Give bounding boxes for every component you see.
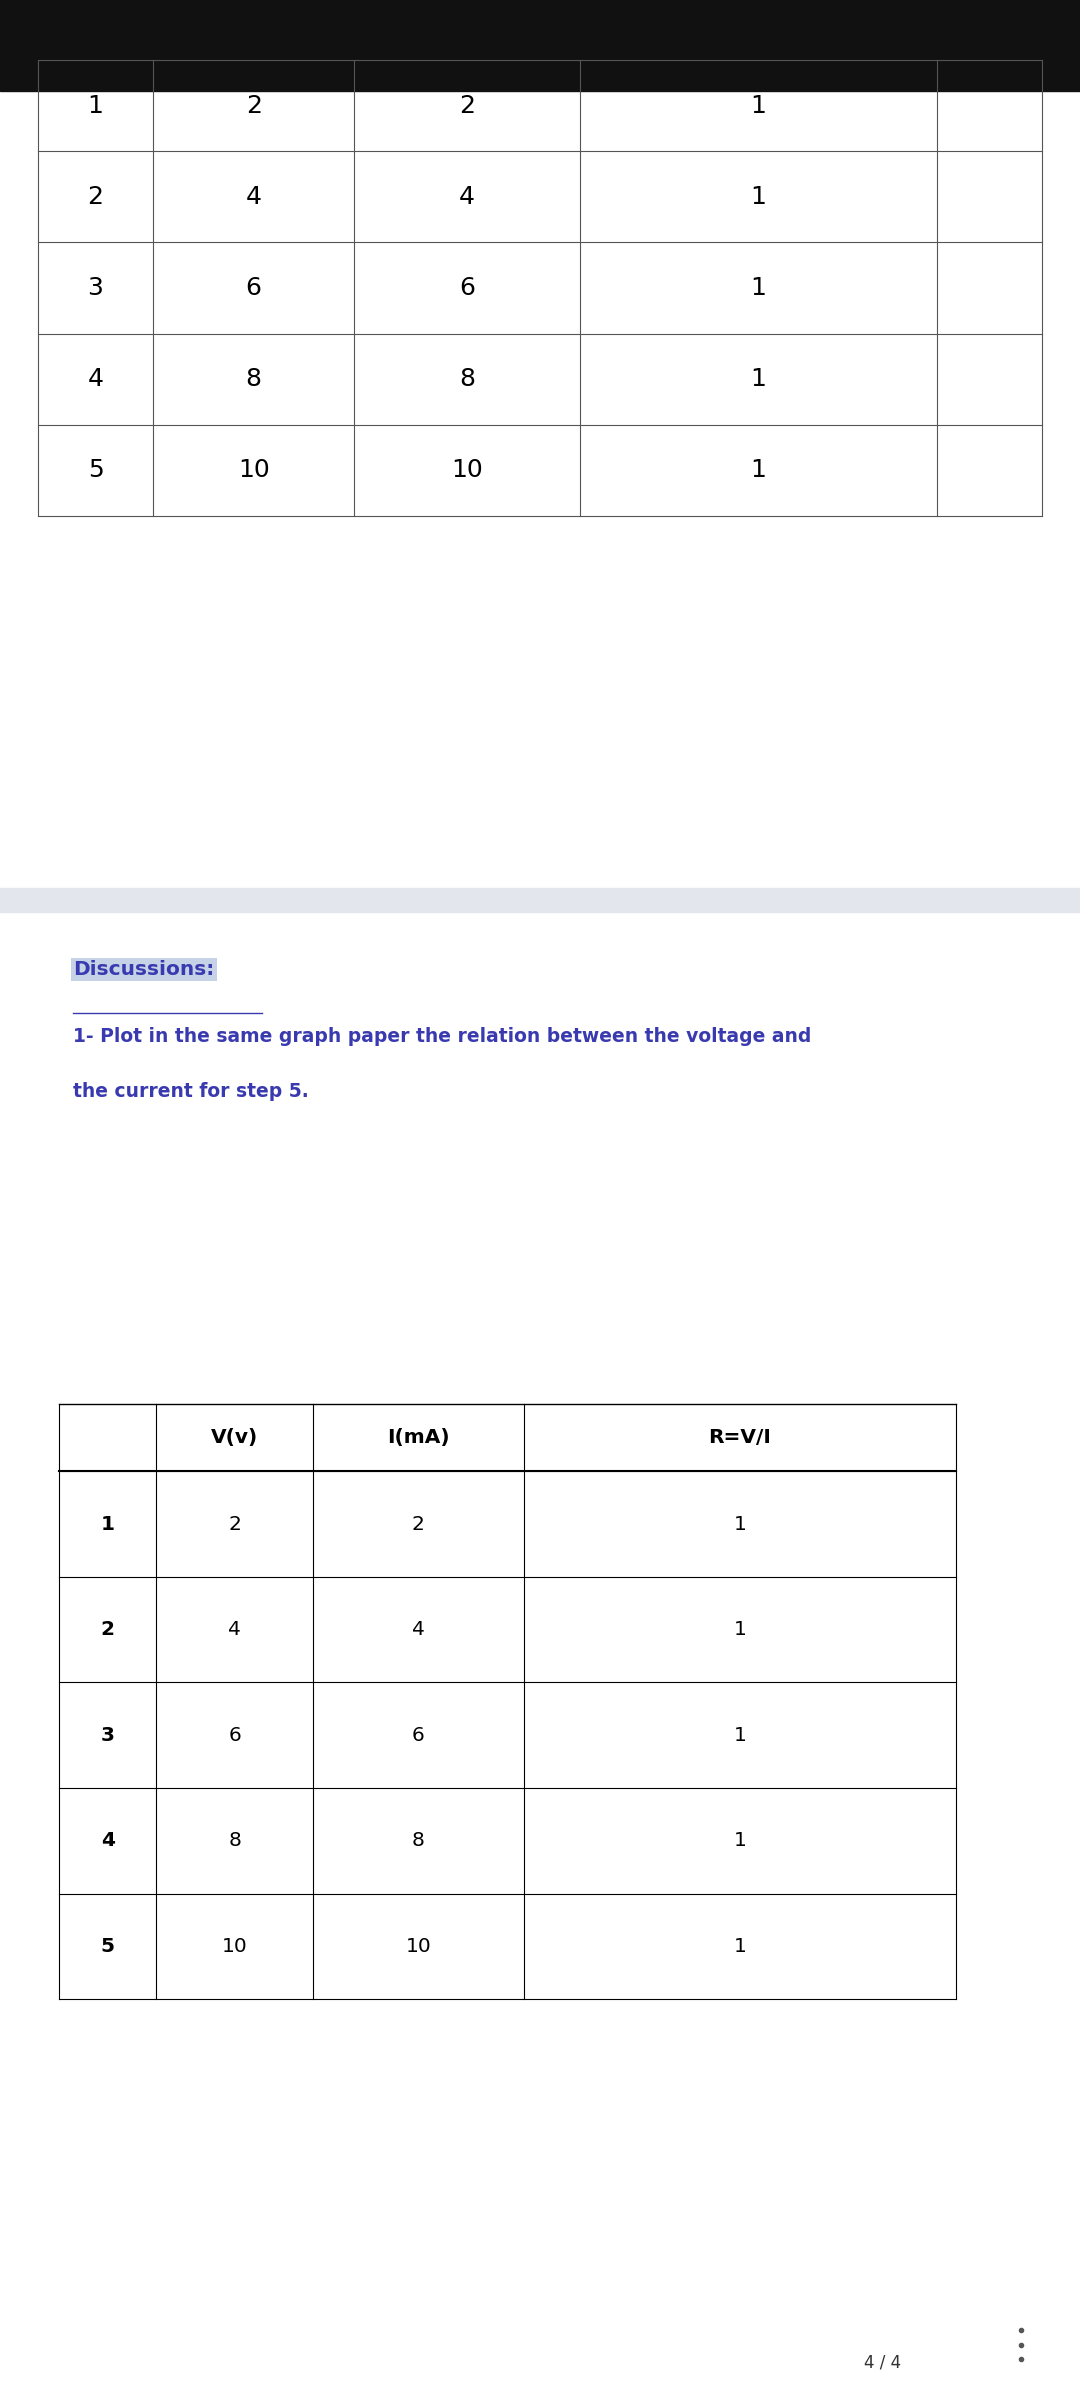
Text: 5: 5 [87,458,104,482]
Text: 6: 6 [413,1726,424,1745]
Text: 4: 4 [459,185,475,209]
Bar [0,888,1080,912]
Text: 4: 4 [246,185,261,209]
Text: 3: 3 [100,1726,114,1745]
Text: the current for step 5.: the current for step 5. [73,1082,309,1102]
Text: 1: 1 [733,1620,746,1639]
Text: 8: 8 [411,1831,424,1850]
Bar [0,0,1080,91]
Text: 1: 1 [751,94,767,118]
Text: 8: 8 [246,367,261,391]
Text: 2: 2 [87,185,104,209]
Text: 6: 6 [246,276,261,300]
Text: 4 / 4: 4 / 4 [864,2352,901,2371]
Text: 6: 6 [459,276,475,300]
Text: 2: 2 [246,94,261,118]
Text: 2: 2 [100,1620,114,1639]
Text: 1: 1 [751,185,767,209]
Text: I(mA): I(mA) [387,1428,449,1447]
Text: 4: 4 [228,1620,241,1639]
Text: V(v): V(v) [211,1428,258,1447]
Text: 8: 8 [228,1831,241,1850]
Text: 8: 8 [459,367,475,391]
Text: 1: 1 [87,94,104,118]
Text: 10: 10 [451,458,483,482]
Text: 10: 10 [221,1937,247,1956]
Text: 1: 1 [100,1514,114,1534]
Text: 1: 1 [733,1514,746,1534]
Text: 1: 1 [751,367,767,391]
Text: 4: 4 [87,367,104,391]
Text: 6: 6 [228,1726,241,1745]
Text: R=V/I: R=V/I [708,1428,771,1447]
Text: 1: 1 [751,276,767,300]
Text: 2: 2 [459,94,475,118]
Text: 2: 2 [228,1514,241,1534]
Text: 3: 3 [87,276,104,300]
Text: 4: 4 [100,1831,114,1850]
Text: 10: 10 [405,1937,431,1956]
Text: Discussions:: Discussions: [73,960,215,979]
Text: 1: 1 [733,1937,746,1956]
Text: 2: 2 [411,1514,424,1534]
Text: 1- Plot in the same graph paper the relation between the voltage and: 1- Plot in the same graph paper the rela… [73,1027,812,1046]
Text: 5: 5 [100,1937,114,1956]
Text: 1: 1 [751,458,767,482]
Text: 4: 4 [411,1620,424,1639]
Text: 1: 1 [733,1831,746,1850]
Text: 10: 10 [238,458,270,482]
Text: 1: 1 [733,1726,746,1745]
